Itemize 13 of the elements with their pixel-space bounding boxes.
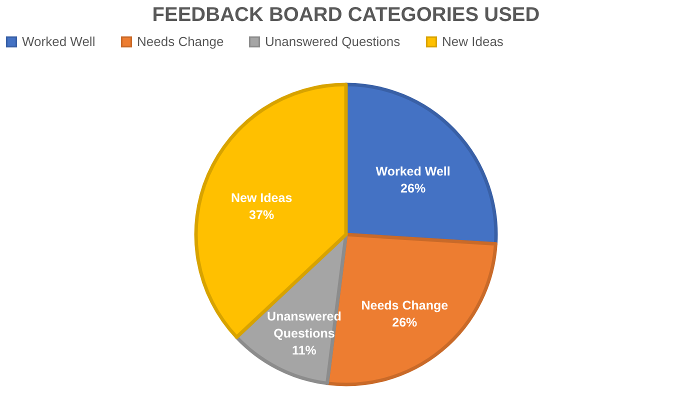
slice-label: Worked Well	[376, 164, 450, 179]
data-label: 26%	[400, 182, 426, 196]
data-label: 11%	[292, 343, 316, 358]
data-label: 26%	[392, 315, 418, 330]
legend-label: Worked Well	[22, 34, 96, 49]
pie-slice	[194, 82, 348, 339]
slice-label: Needs Change	[361, 298, 448, 312]
legend-label: Needs Change	[137, 34, 224, 49]
chart-title: FEEDBACK BOARD CATEGORIES USED	[152, 4, 540, 26]
data-label: 37%	[249, 208, 274, 222]
legend-label: Unanswered Questions	[265, 34, 401, 49]
slice-label: New Ideas	[230, 190, 292, 205]
legend-label: New Ideas	[442, 34, 504, 49]
